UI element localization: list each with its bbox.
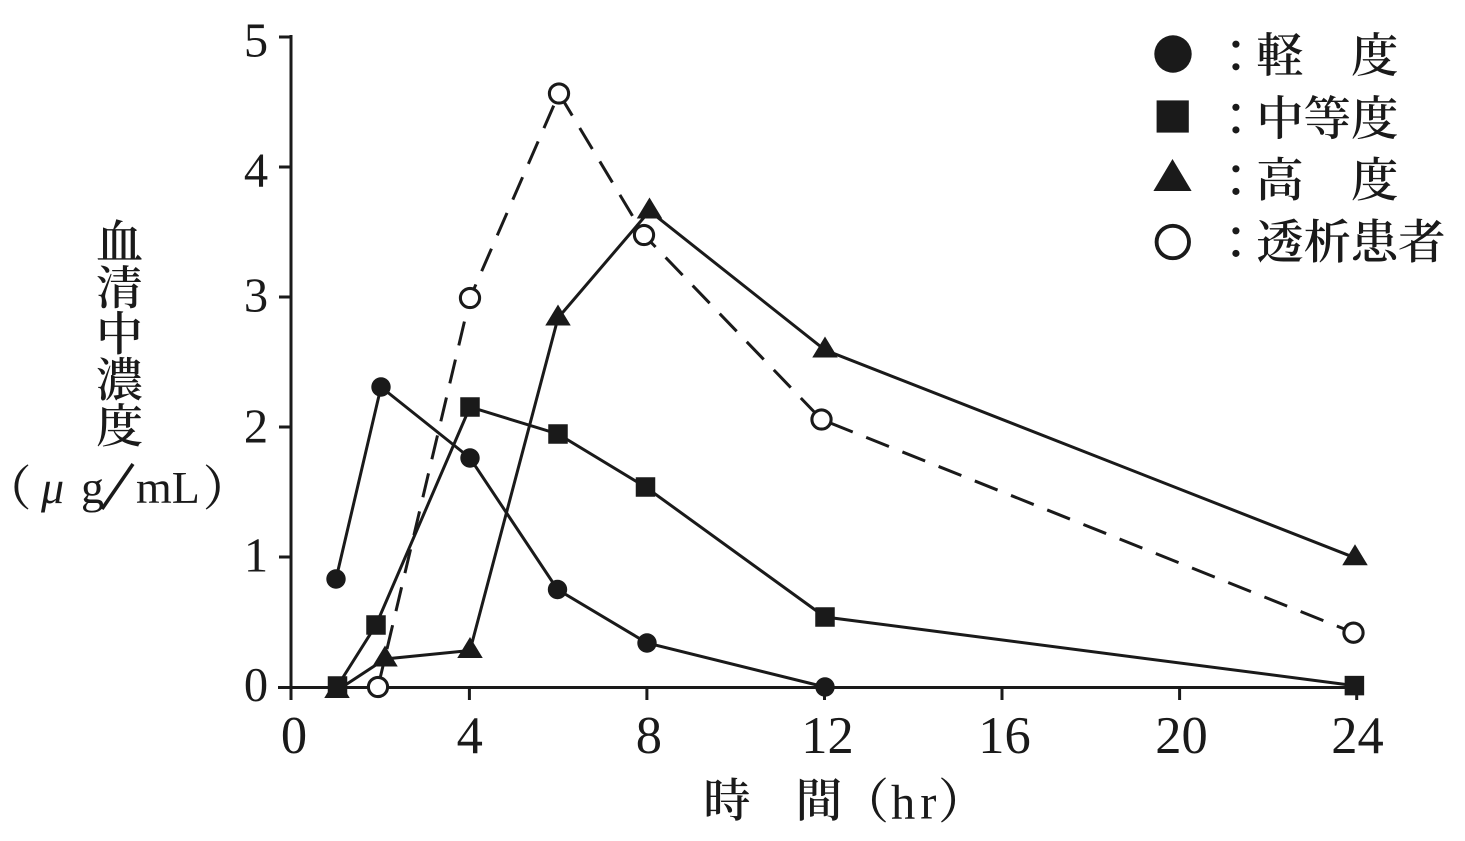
svg-text:1: 1 xyxy=(244,530,268,583)
svg-text:hr: hr xyxy=(891,777,941,830)
svg-text:0: 0 xyxy=(281,707,307,765)
svg-text:20: 20 xyxy=(1155,707,1208,765)
svg-text:16: 16 xyxy=(978,707,1031,765)
svg-text:4: 4 xyxy=(244,145,268,198)
svg-text:μ: μ xyxy=(40,462,64,513)
svg-text:3: 3 xyxy=(244,270,268,323)
svg-text:mL: mL xyxy=(136,462,200,513)
svg-text:4: 4 xyxy=(457,707,483,765)
svg-text:5: 5 xyxy=(244,15,268,68)
svg-text:24: 24 xyxy=(1331,707,1384,765)
svg-text:0: 0 xyxy=(244,659,268,712)
svg-text:2: 2 xyxy=(244,401,268,454)
svg-text:12: 12 xyxy=(801,707,854,765)
svg-text:g: g xyxy=(81,462,104,513)
svg-text:8: 8 xyxy=(636,707,662,765)
